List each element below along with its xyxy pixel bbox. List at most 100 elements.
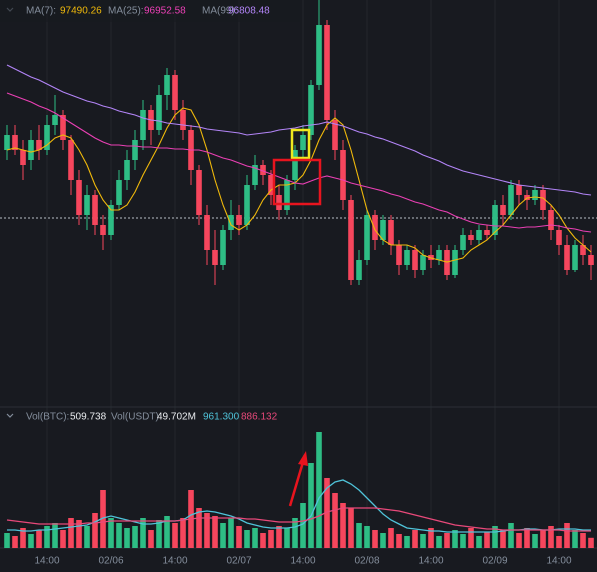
candle-body (492, 205, 498, 235)
candle-body (140, 110, 146, 140)
candle-body (348, 200, 354, 280)
candle-body (212, 250, 218, 265)
candle-body (68, 140, 74, 180)
volume-bar (548, 526, 554, 548)
candle-body (132, 140, 138, 160)
volume-bar (148, 530, 154, 548)
candle-body (52, 115, 58, 125)
x-tick-label: 14:00 (290, 556, 315, 567)
candle-body (4, 135, 10, 150)
candle-body (12, 135, 18, 150)
volume-bar (372, 530, 378, 548)
candle-body (364, 215, 370, 260)
volume-bar (300, 503, 306, 548)
candle-body (204, 215, 210, 250)
highlight-box (290, 128, 311, 160)
volume-bar (108, 518, 114, 548)
volume-bar (20, 528, 26, 548)
collapse-icon[interactable] (6, 413, 14, 418)
candle-body (36, 140, 42, 150)
volume-bar (180, 518, 186, 548)
candle-body (284, 180, 290, 210)
volume-bar (44, 526, 50, 548)
candle-body (308, 85, 314, 135)
volume-bar (492, 526, 498, 548)
volume-bar (236, 526, 242, 548)
volume-bar (292, 518, 298, 548)
volume-bar (476, 536, 482, 548)
candle-body (276, 195, 282, 210)
volume-usdt-value: 49.702M (157, 412, 196, 423)
volume-bar (428, 528, 434, 548)
volume-bar (404, 536, 410, 548)
plot-layer (4, 0, 594, 548)
volume-bar (500, 530, 506, 548)
volume-bar (172, 523, 178, 548)
volume-bar (356, 523, 362, 548)
volume-bar (140, 518, 146, 548)
x-tick-label: 14:00 (34, 556, 59, 567)
legend-value: 96808.48 (228, 6, 270, 17)
legend-label: MA(99): (202, 6, 238, 17)
candle-body (260, 165, 266, 175)
volume-bar (276, 526, 282, 548)
volume-bar (340, 503, 346, 548)
candle-body (244, 185, 250, 225)
volume-bar (460, 534, 466, 548)
volume-ma-line (6, 507, 591, 532)
x-tick-label: 02/09 (482, 556, 507, 567)
candle-body (44, 125, 50, 150)
volume-bar (116, 523, 122, 548)
candle-body (468, 235, 474, 240)
volume-bar (268, 530, 274, 548)
volume-bar (420, 534, 426, 548)
candle-body (92, 195, 98, 225)
x-tick-label: 02/08 (354, 556, 379, 567)
legend-backdrop (0, 0, 300, 22)
candle-body (268, 175, 274, 195)
volume-value: 509.738 (70, 412, 107, 423)
candle-body (372, 215, 378, 240)
volume-bar (228, 518, 234, 548)
volume-bar (484, 532, 490, 548)
volume-ma-value: 886.132 (241, 412, 278, 423)
highlight-box (272, 158, 322, 206)
candle-body (252, 165, 258, 185)
legend-value: 97490.26 (60, 6, 102, 17)
legend-label: MA(7): (26, 6, 56, 17)
volume-ma-value: 961.300 (203, 412, 240, 423)
volume-bar (380, 533, 386, 548)
volume-bar (468, 528, 474, 548)
volume-bar (124, 528, 130, 548)
candle-body (76, 180, 82, 215)
volume-bar (316, 432, 322, 548)
volume-bar (532, 534, 538, 548)
candle-body (516, 185, 522, 195)
x-tick-label: 02/06 (98, 556, 123, 567)
candle-body (580, 245, 586, 255)
volume-bar (252, 528, 258, 548)
volume-bar (28, 534, 34, 548)
volume-bar (412, 530, 418, 548)
candle-body (100, 225, 106, 235)
candle-body (332, 120, 338, 150)
volume-bar (164, 516, 170, 548)
volume-bar (444, 533, 450, 548)
candle-body (164, 75, 170, 95)
candle-body (180, 110, 186, 130)
volume-bar (348, 508, 354, 548)
x-tick-label: 14:00 (546, 556, 571, 567)
volume-bar (156, 520, 162, 548)
volume-bar (4, 533, 10, 548)
candle-body (84, 195, 90, 215)
candle-body (292, 150, 298, 180)
candle-body (548, 210, 554, 230)
candle-body (228, 215, 234, 230)
volume-ma-line (7, 479, 591, 533)
volume-bar (332, 493, 338, 548)
candle-body (324, 25, 330, 120)
x-tick-label: 14:00 (162, 556, 187, 567)
candle-body (476, 230, 482, 240)
